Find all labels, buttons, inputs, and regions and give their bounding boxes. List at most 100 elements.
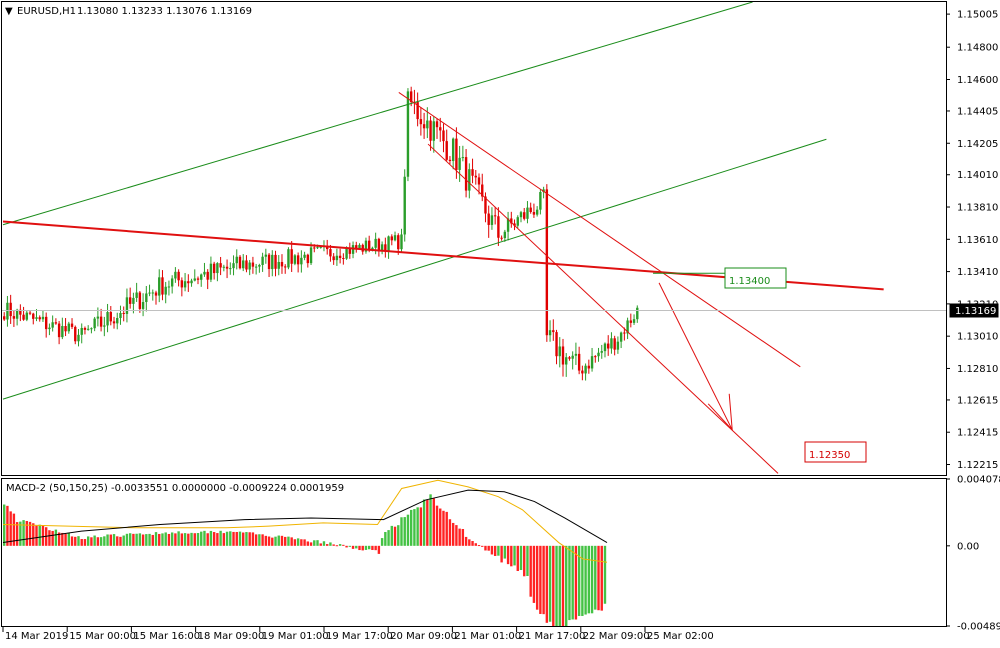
candle-body bbox=[77, 334, 80, 342]
candle-body bbox=[158, 277, 161, 296]
candle-body bbox=[51, 322, 54, 328]
candle-body bbox=[90, 328, 93, 330]
candle-body bbox=[435, 121, 439, 128]
macd-bar bbox=[503, 545, 507, 559]
macd-bar bbox=[461, 529, 465, 546]
candle-body bbox=[510, 218, 513, 224]
macd-bar bbox=[332, 544, 335, 546]
candle-body bbox=[32, 313, 35, 319]
candle-body bbox=[548, 330, 552, 336]
candle-body bbox=[461, 157, 465, 159]
macd-bar bbox=[542, 545, 545, 615]
macd-bar bbox=[70, 536, 74, 546]
macd-bar bbox=[3, 504, 6, 546]
macd-bar bbox=[490, 545, 494, 555]
candle-body bbox=[44, 316, 48, 330]
candle-body bbox=[96, 316, 100, 319]
candle-body bbox=[128, 297, 132, 304]
candle-body bbox=[264, 254, 268, 257]
macd-bar bbox=[493, 545, 497, 557]
candle-body bbox=[364, 240, 368, 252]
candle-body bbox=[613, 338, 616, 350]
candle-body bbox=[552, 330, 555, 333]
candle-body bbox=[487, 213, 490, 225]
candle-body bbox=[445, 141, 448, 160]
macd-bar bbox=[510, 545, 513, 567]
macd-bar bbox=[280, 535, 284, 546]
macd-bar bbox=[555, 545, 558, 626]
candle-body bbox=[532, 211, 536, 215]
chart-ohlc: 1.13080 1.13233 1.13076 1.13169 bbox=[77, 6, 252, 17]
time-tick-label: 22 Mar 09:00 bbox=[583, 631, 650, 642]
level-red-label[interactable]: 1.12350 bbox=[804, 441, 867, 463]
candle-body bbox=[141, 302, 145, 309]
candle-body bbox=[296, 255, 300, 265]
macd-bar bbox=[19, 521, 22, 546]
candle-body bbox=[22, 314, 25, 320]
candle-body bbox=[338, 255, 342, 258]
macd-plot[interactable] bbox=[2, 479, 608, 628]
time-tick-label: 14 Mar 2019 bbox=[5, 631, 68, 642]
candle-body bbox=[138, 292, 142, 309]
macd-bar bbox=[209, 530, 213, 546]
chart-menu-icon[interactable]: ▼ bbox=[5, 6, 13, 17]
candle-body bbox=[429, 120, 432, 141]
macd-tick-label: 0.0040784 bbox=[957, 475, 1000, 486]
candle-body bbox=[99, 316, 103, 327]
candle-body bbox=[6, 302, 9, 320]
price-plot[interactable] bbox=[2, 2, 884, 474]
candle-body bbox=[86, 328, 90, 330]
level-green-label[interactable]: 1.13400 bbox=[724, 267, 787, 289]
candle-body bbox=[35, 317, 38, 319]
candle-body bbox=[251, 262, 255, 267]
candle-body bbox=[267, 254, 271, 270]
macd-bar bbox=[600, 545, 603, 611]
candle-body bbox=[406, 91, 410, 177]
time-tick-label: 19 Mar 01:00 bbox=[262, 631, 329, 642]
candle-body bbox=[503, 231, 507, 239]
candle-body bbox=[348, 248, 352, 254]
macd-bar bbox=[6, 505, 9, 546]
macd-bar bbox=[135, 533, 138, 546]
candle-body bbox=[203, 271, 206, 275]
macd-bar bbox=[355, 545, 358, 549]
candle-body bbox=[636, 307, 639, 320]
candle-body bbox=[161, 277, 164, 295]
macd-bar bbox=[132, 533, 135, 546]
candle-body bbox=[477, 177, 481, 185]
candle-body bbox=[513, 223, 516, 226]
macd-bar bbox=[9, 511, 12, 546]
candle-body bbox=[393, 235, 397, 241]
candle-body bbox=[183, 281, 187, 288]
candle-body bbox=[367, 240, 371, 251]
macd-bar bbox=[174, 533, 177, 546]
macd-bar bbox=[296, 538, 300, 546]
candle-body bbox=[61, 326, 64, 338]
macd-bar bbox=[484, 545, 487, 551]
candle-body bbox=[300, 257, 303, 265]
macd-bar bbox=[154, 532, 158, 546]
candle-body bbox=[584, 365, 587, 374]
macd-panel-frame bbox=[1, 478, 947, 627]
candle-body bbox=[200, 274, 203, 280]
time-tick-label: 15 Mar 16:00 bbox=[133, 631, 200, 642]
macd-bar bbox=[419, 507, 423, 546]
macd-bar bbox=[442, 510, 445, 546]
candle-body bbox=[106, 312, 109, 326]
candle-body bbox=[390, 236, 393, 241]
candle-body bbox=[619, 332, 623, 342]
candle-body bbox=[329, 249, 332, 257]
candle-body bbox=[196, 278, 200, 280]
macd-bar bbox=[264, 535, 268, 546]
macd-bar bbox=[371, 545, 374, 551]
candle-body bbox=[594, 356, 597, 358]
candle-body bbox=[212, 263, 216, 274]
candle-body bbox=[581, 370, 584, 374]
macd-bar bbox=[603, 545, 607, 604]
candle-body bbox=[387, 236, 390, 252]
candle-body bbox=[209, 263, 213, 280]
macd-bar bbox=[274, 536, 277, 546]
macd-bar bbox=[38, 524, 41, 546]
candle-body bbox=[448, 159, 452, 162]
